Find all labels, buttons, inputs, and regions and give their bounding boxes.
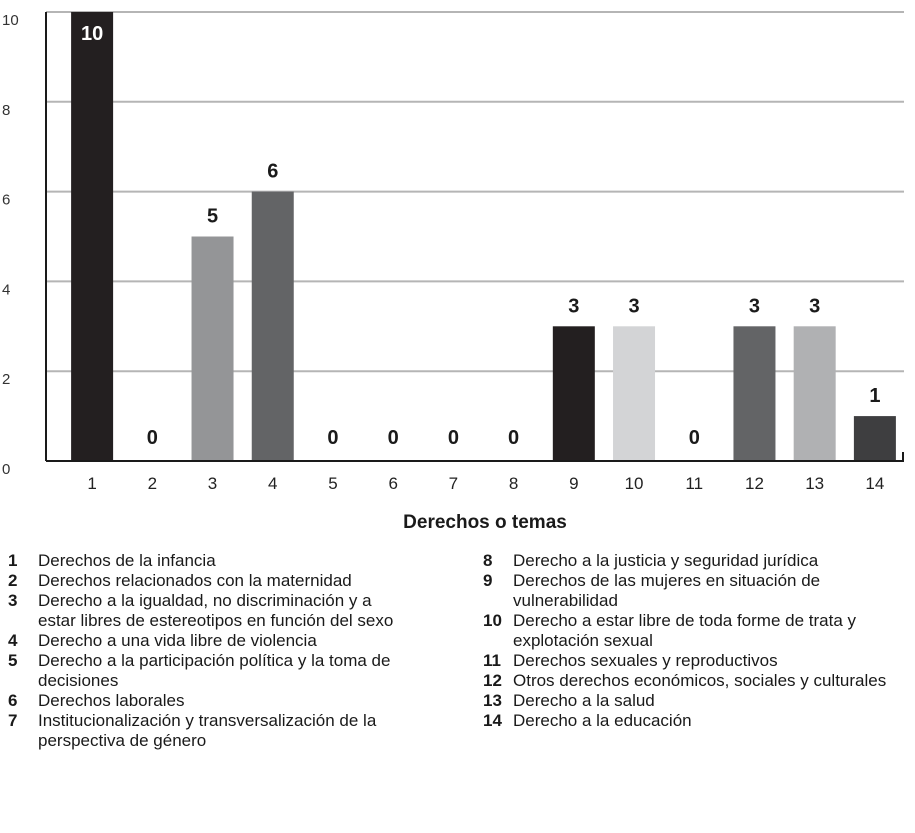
legend-item: 13 Derecho a la salud	[483, 691, 913, 711]
legend-item-text: Derechos de la infancia	[38, 551, 216, 570]
data-label: 0	[147, 427, 158, 449]
legend-item: 11 Derechos sexuales y reproductivos	[483, 651, 913, 671]
legend-item-text: Derecho a la justicia y seguridad jurídi…	[513, 551, 819, 570]
data-label: 0	[508, 427, 519, 449]
data-label: 5	[207, 206, 218, 228]
legend-item: 4 Derecho a una vida libre de violencia	[8, 631, 408, 651]
data-label: 3	[568, 295, 579, 317]
legend-right-column: 8 Derecho a la justicia y seguridad juríd…	[483, 551, 913, 731]
legend-item: 12 Otros derechos económicos, sociales y …	[483, 671, 913, 691]
y-axis-ticks: 0 2 4 6 8 10	[2, 12, 19, 478]
data-label: 6	[267, 161, 278, 183]
data-label: 10	[81, 23, 103, 45]
bar	[613, 326, 656, 461]
legend-item-number: 3	[8, 591, 18, 610]
data-labels: 10 0 5 6 0 0 0 0 3 3 0 3 3 1	[81, 23, 880, 449]
bar	[733, 326, 776, 461]
legend-left-column: 1 Derechos de la infancia 2 Derechos relaci…	[8, 551, 408, 751]
legend-item-number: 8	[483, 551, 493, 570]
legend-item-number: 12	[483, 671, 502, 690]
legend-item-number: 1	[8, 551, 18, 570]
data-label: 0	[689, 427, 700, 449]
legend-item-text: Derecho a la participación política y la…	[38, 651, 391, 690]
legend-item: 2 Derechos relacionados con la maternidad	[8, 571, 408, 591]
legend-item-number: 5	[8, 651, 18, 670]
x-tick-label: 14	[865, 474, 884, 493]
legend-item-text: Derecho a la educación	[513, 711, 692, 730]
bar	[552, 326, 595, 461]
x-tick-label: 4	[268, 474, 277, 493]
legend-item-text: Derecho a la salud	[513, 691, 655, 710]
legend-item: 14 Derecho a la educación	[483, 711, 913, 731]
data-label: 3	[749, 295, 760, 317]
y-tick-label: 0	[2, 461, 10, 478]
legend-item: 9 Derechos de las mujeres en situación de…	[483, 571, 913, 611]
legend-item: 6 Derechos laborales	[8, 691, 408, 711]
x-tick-label: 8	[509, 474, 518, 493]
legend-item: 1 Derechos de la infancia	[8, 551, 408, 571]
legend-item-number: 13	[483, 691, 502, 710]
legend-item-number: 6	[8, 691, 18, 710]
x-tick-label: 6	[388, 474, 397, 493]
legend-item-text: Derechos de las mujeres en situación de …	[513, 571, 821, 610]
legend-item-number: 9	[483, 571, 493, 590]
x-tick-label: 5	[328, 474, 337, 493]
x-axis-ticks: 1 2 3 4 5 6 7 8 9 10 11 12 13 14	[87, 474, 884, 493]
bar	[853, 416, 896, 461]
legend-item: 7 Institucionalización y transversalizaci…	[8, 711, 408, 751]
legend-item-number: 11	[483, 651, 501, 670]
y-tick-label: 6	[2, 192, 10, 209]
legend-item: 8 Derecho a la justicia y seguridad juríd…	[483, 551, 913, 571]
x-tick-label: 1	[87, 474, 96, 493]
legend-item-number: 10	[483, 611, 502, 630]
legend-item-text: Derechos relacionados con la maternidad	[38, 571, 352, 590]
bar	[251, 191, 294, 461]
x-tick-label: 11	[685, 474, 703, 493]
legend-item-text: Derecho a una vida libre de violencia	[38, 631, 317, 650]
y-tick-label: 10	[2, 12, 19, 29]
legend-item-text: Institucionalización y transversalizació…	[38, 711, 377, 750]
y-tick-label: 4	[2, 281, 10, 298]
legend-item-text: Otros derechos económicos, sociales y cu…	[513, 671, 887, 690]
data-label: 3	[809, 295, 820, 317]
legend-item-number: 2	[8, 571, 18, 590]
legend-item: 5 Derecho a la participación política y l…	[8, 651, 408, 691]
x-tick-label: 13	[805, 474, 824, 493]
legend-item-text: Derecho a la igualdad, no discriminación…	[38, 591, 394, 630]
gridlines	[46, 11, 904, 373]
legend-item-number: 4	[8, 631, 18, 650]
x-axis-label: Derechos o temas	[403, 512, 567, 533]
bar	[793, 326, 836, 461]
legend-item: 10 Derecho a estar libre de toda forme de…	[483, 611, 913, 651]
bar	[191, 236, 234, 461]
bar	[71, 12, 114, 461]
legend-item-text: Derechos laborales	[38, 691, 185, 710]
x-tick-label: 12	[745, 474, 764, 493]
data-label: 0	[388, 427, 399, 449]
legend-item-number: 7	[8, 711, 18, 730]
legend-item-number: 14	[483, 711, 502, 730]
data-label: 0	[327, 427, 338, 449]
legend-item-text: Derecho a estar libre de toda forme de t…	[513, 611, 857, 650]
x-tick-label: 2	[148, 474, 157, 493]
x-tick-label: 10	[625, 474, 644, 493]
x-tick-label: 7	[449, 474, 458, 493]
legend-item-text: Derechos sexuales y reproductivos	[513, 651, 778, 670]
data-label: 1	[869, 385, 880, 407]
bars	[71, 12, 896, 461]
x-tick-label: 9	[569, 474, 578, 493]
y-tick-label: 2	[2, 371, 10, 388]
legend-item: 3 Derecho a la igualdad, no discriminació…	[8, 591, 408, 631]
y-tick-label: 8	[2, 102, 10, 119]
data-label: 3	[628, 295, 639, 317]
data-label: 0	[448, 427, 459, 449]
x-tick-label: 3	[208, 474, 217, 493]
